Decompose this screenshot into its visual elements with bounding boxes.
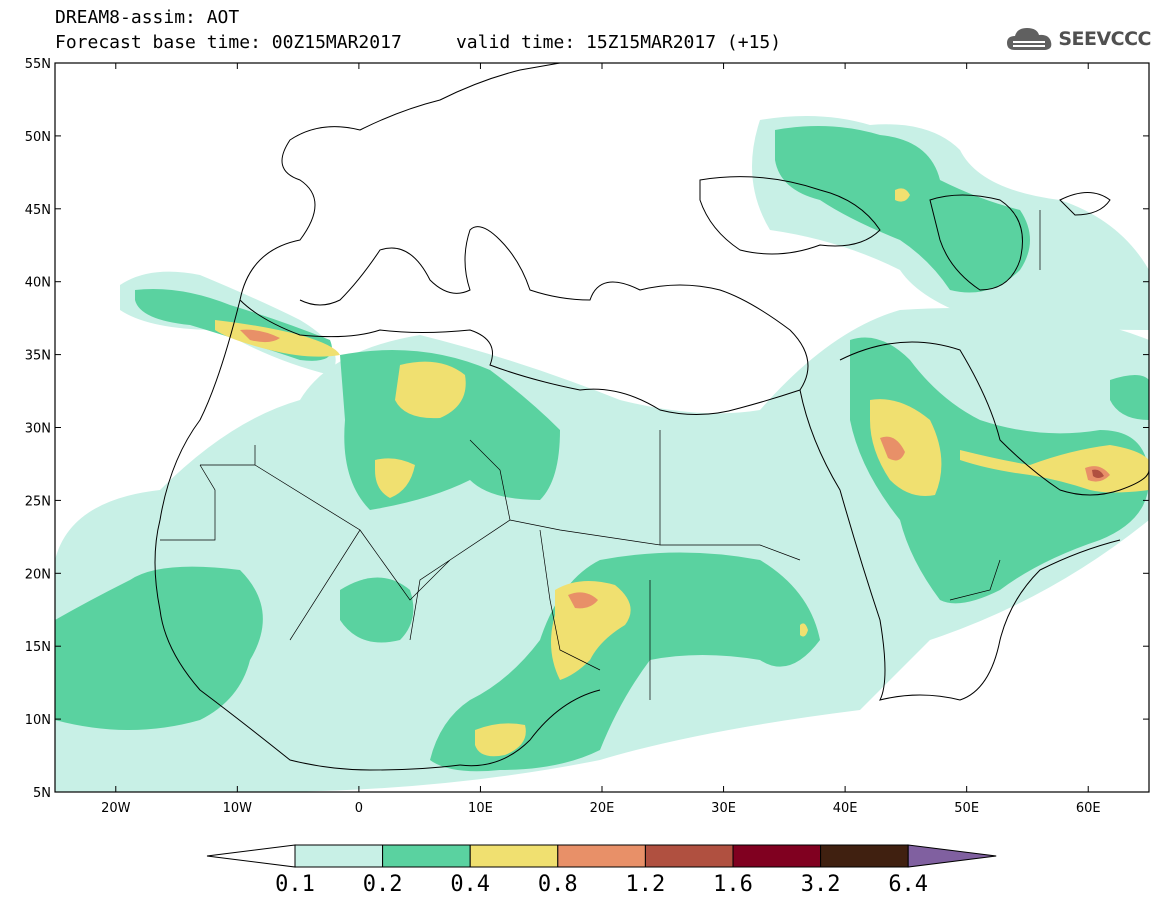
colorbar-label: 0.4	[450, 872, 490, 897]
colorbar-label: 1.2	[626, 872, 666, 897]
lat-label: 45N	[25, 203, 51, 218]
lat-label: 25N	[25, 494, 51, 509]
colorbar-over-arrow	[907, 844, 997, 868]
colorbar-swatch	[820, 844, 909, 868]
colorbar-swatch	[382, 844, 471, 868]
colorbar-label: 1.6	[713, 872, 753, 897]
colorbar-swatch	[732, 844, 822, 868]
colorbar-label: 3.2	[801, 872, 841, 897]
lat-label: 50N	[25, 130, 51, 145]
borders	[160, 210, 1041, 700]
lat-label: 20N	[25, 567, 51, 582]
seevccc-logo: SEEVCCC	[1005, 24, 1151, 54]
lon-label: 20E	[590, 801, 615, 816]
lon-label: 0	[355, 801, 363, 816]
lat-label: 15N	[25, 640, 51, 655]
colorbar-swatch	[469, 844, 559, 868]
aot-level-0.8	[240, 329, 1110, 609]
coastlines	[154, 63, 1149, 771]
colorbar-label: 0.8	[538, 872, 578, 897]
colorbar-label: 0.1	[275, 872, 315, 897]
colorbar: 0.1 0.2 0.4 0.8 1.2 1.6 3.2 6.4	[206, 844, 997, 897]
lon-label: 20W	[101, 801, 131, 816]
lat-label: 5N	[33, 786, 51, 801]
colorbar-swatch	[294, 844, 384, 868]
colorbar-label: 6.4	[888, 872, 928, 897]
colorbar-under-arrow	[206, 844, 296, 868]
lon-label: 30E	[711, 801, 736, 816]
chart-subtitle: Forecast base time: 00Z15MAR2017 valid t…	[55, 32, 782, 53]
aot-level-1.2	[1092, 469, 1104, 478]
lat-label: 10N	[25, 713, 51, 728]
lon-label: 10W	[223, 801, 253, 816]
colorbar-swatch	[644, 844, 734, 868]
lat-label: 55N	[25, 57, 51, 72]
lon-label: 10E	[468, 801, 493, 816]
lon-label: 40E	[833, 801, 858, 816]
chart-title: DREAM8-assim: AOT	[55, 7, 240, 28]
axis-labels: 5N 10N 15N 20N 25N 30N 35N 40N 45N 50N 55N 20W 10W 0 1…	[25, 57, 1149, 816]
logo-text: SEEVCCC	[1058, 28, 1151, 50]
cloud-icon	[1007, 28, 1052, 50]
lat-label: 40N	[25, 276, 51, 291]
lat-label: 30N	[25, 422, 51, 437]
colorbar-swatch	[557, 844, 646, 868]
lon-label: 50E	[954, 801, 979, 816]
lon-label: 60E	[1076, 801, 1101, 816]
colorbar-label: 0.2	[363, 872, 403, 897]
lat-label: 35N	[25, 349, 51, 364]
